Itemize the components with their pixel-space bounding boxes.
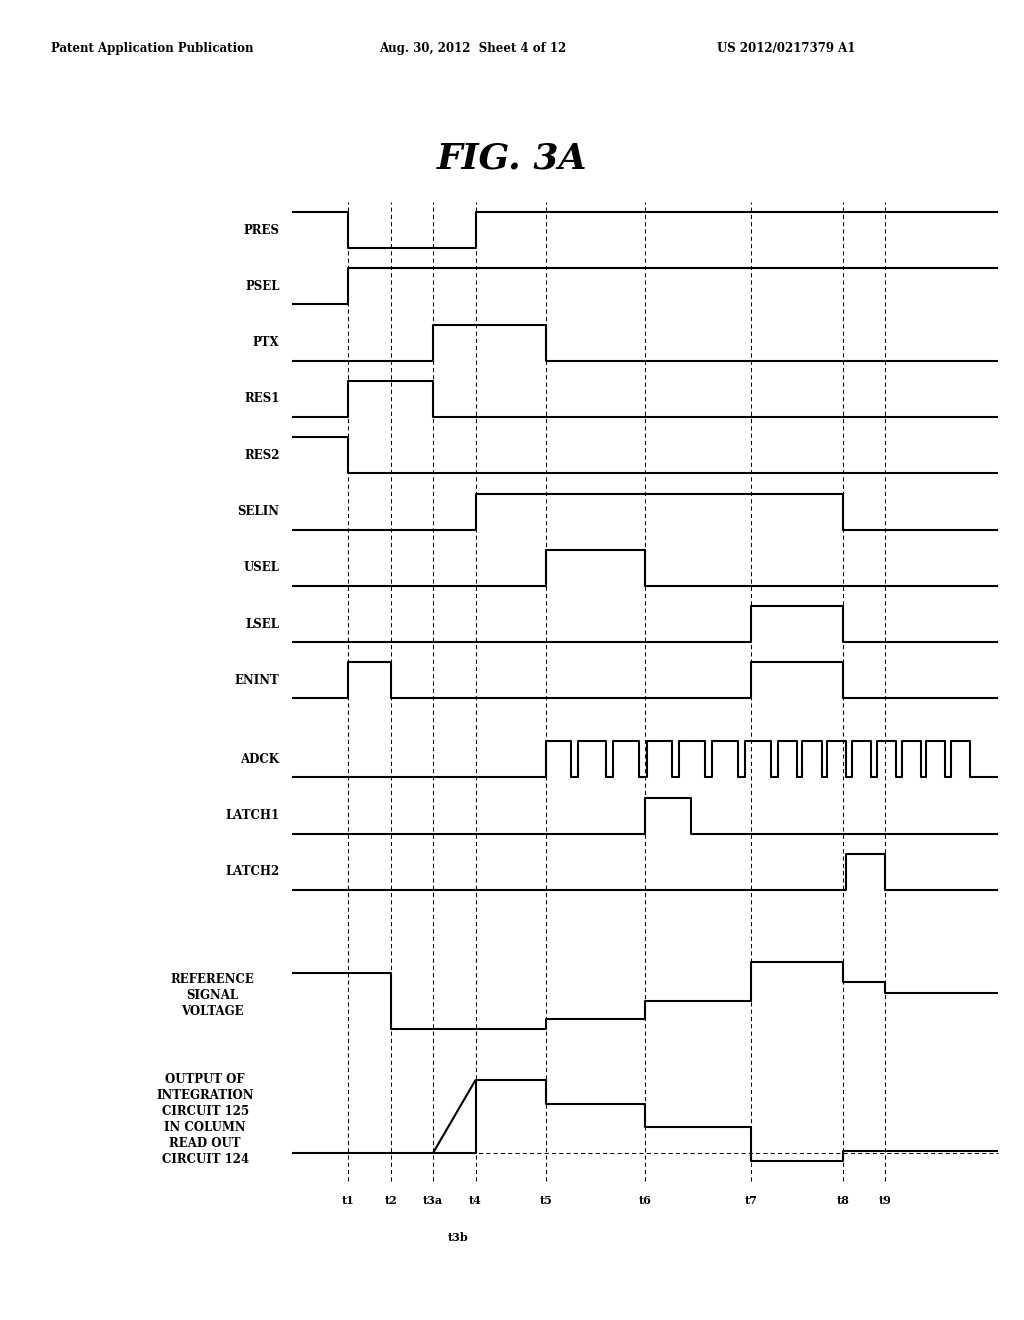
Text: ENINT: ENINT [234,675,280,686]
Text: OUTPUT OF
INTEGRATION
CIRCUIT 125
IN COLUMN
READ OUT
CIRCUIT 124: OUTPUT OF INTEGRATION CIRCUIT 125 IN COL… [157,1073,254,1166]
Text: Aug. 30, 2012  Sheet 4 of 12: Aug. 30, 2012 Sheet 4 of 12 [379,42,566,55]
Text: t4: t4 [469,1195,482,1205]
Text: LATCH1: LATCH1 [225,809,280,822]
Text: PSEL: PSEL [245,280,280,293]
Text: t8: t8 [837,1195,849,1205]
Text: t3a: t3a [423,1195,443,1205]
Text: US 2012/0217379 A1: US 2012/0217379 A1 [717,42,855,55]
Text: SELIN: SELIN [238,506,280,517]
Text: t6: t6 [639,1195,651,1205]
Text: PTX: PTX [253,337,280,350]
Text: t5: t5 [540,1195,553,1205]
Text: t1: t1 [342,1195,354,1205]
Text: PRES: PRES [244,223,280,236]
Text: LSEL: LSEL [246,618,280,631]
Text: Patent Application Publication: Patent Application Publication [51,42,254,55]
Text: RES1: RES1 [244,392,280,405]
Text: LATCH2: LATCH2 [225,866,280,878]
Text: t3b: t3b [447,1232,468,1242]
Text: t9: t9 [879,1195,892,1205]
Text: USEL: USEL [244,561,280,574]
Text: t7: t7 [744,1195,758,1205]
Text: t2: t2 [384,1195,397,1205]
Text: ADCK: ADCK [241,752,280,766]
Text: RES2: RES2 [244,449,280,462]
Text: REFERENCE
SIGNAL
VOLTAGE: REFERENCE SIGNAL VOLTAGE [170,973,254,1018]
Text: FIG. 3A: FIG. 3A [437,141,587,176]
